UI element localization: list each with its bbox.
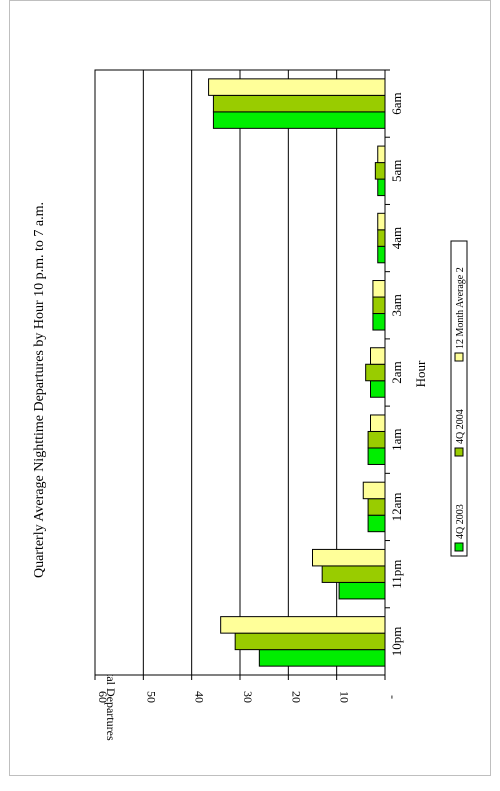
y-tick-label: 10 (338, 691, 352, 703)
bar (377, 245, 386, 264)
x-tick-label: 3am (389, 294, 404, 316)
legend-swatch (454, 447, 464, 457)
y-tick-label: 60 (96, 691, 110, 703)
y-tick-label: 20 (289, 691, 303, 703)
legend-box: 4Q 2003 4Q 2004 12 Month Average 2 (450, 240, 468, 557)
bar (367, 498, 386, 516)
bar (367, 514, 386, 533)
x-tick-label: 12am (389, 492, 404, 521)
y-tick-label: - (386, 695, 400, 699)
bar (208, 78, 386, 96)
y-tick-label: 30 (241, 691, 255, 703)
legend: 4Q 2003 4Q 2004 12 Month Average 2 (450, 240, 468, 557)
bar (370, 414, 386, 432)
bar (372, 296, 386, 315)
x-tick-label: 5am (389, 160, 404, 182)
bar (365, 363, 386, 382)
y-tick-label: 50 (144, 691, 158, 703)
legend-frame (450, 240, 468, 557)
bar (372, 313, 386, 331)
bar (312, 548, 386, 567)
bar (372, 280, 386, 298)
x-tick-label: 1am (389, 429, 404, 451)
x-axis-label: Hour (413, 360, 428, 387)
bar (212, 94, 386, 113)
bar (377, 145, 386, 164)
bar (377, 212, 386, 231)
bar (234, 632, 386, 651)
bar (367, 430, 386, 449)
bar (367, 447, 386, 465)
bar (362, 481, 386, 500)
x-tick-label: 6am (389, 92, 404, 114)
y-tick-label: 40 (193, 691, 207, 703)
legend-label: 12 Month Average 2 (455, 267, 466, 349)
legend-label: 4Q 2003 (455, 504, 466, 539)
bar (377, 229, 386, 247)
x-tick-label: 4am (389, 227, 404, 249)
x-tick-label: 2am (389, 361, 404, 383)
bar (258, 649, 386, 667)
bar (321, 565, 386, 583)
bar (377, 178, 386, 197)
bar (370, 347, 386, 365)
legend-label: 4Q 2004 (455, 409, 466, 444)
chart-title: Quarterly Average Nighttime Departures b… (32, 202, 47, 578)
bar (212, 111, 386, 129)
bar (370, 380, 386, 398)
legend-swatch (454, 352, 464, 362)
bar (374, 162, 386, 180)
bar (220, 616, 386, 634)
bar (338, 581, 386, 600)
x-tick-label: 10pm (389, 627, 404, 657)
legend-swatch (454, 542, 464, 552)
x-tick-label: 11pm (389, 560, 404, 589)
